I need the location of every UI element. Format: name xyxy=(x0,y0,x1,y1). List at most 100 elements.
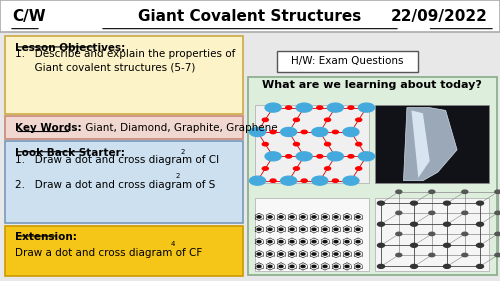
Circle shape xyxy=(396,190,402,194)
Circle shape xyxy=(301,216,305,218)
Circle shape xyxy=(280,128,296,137)
Circle shape xyxy=(257,253,261,255)
Circle shape xyxy=(332,179,338,182)
Circle shape xyxy=(279,241,283,243)
FancyBboxPatch shape xyxy=(5,141,242,223)
Text: Extension:: Extension: xyxy=(15,232,77,242)
Circle shape xyxy=(378,222,384,226)
Circle shape xyxy=(429,232,435,235)
Circle shape xyxy=(444,264,450,268)
FancyBboxPatch shape xyxy=(375,105,489,183)
Circle shape xyxy=(268,253,272,255)
Circle shape xyxy=(462,190,468,194)
Circle shape xyxy=(296,103,312,112)
Circle shape xyxy=(429,190,435,194)
Text: C/W: C/W xyxy=(12,9,46,24)
Circle shape xyxy=(444,243,450,247)
Circle shape xyxy=(286,155,292,158)
Circle shape xyxy=(356,167,362,170)
Circle shape xyxy=(348,106,354,109)
Circle shape xyxy=(286,106,292,109)
Circle shape xyxy=(410,243,418,247)
Circle shape xyxy=(268,228,272,230)
Circle shape xyxy=(396,232,402,235)
Circle shape xyxy=(290,228,294,230)
FancyBboxPatch shape xyxy=(5,116,242,139)
Circle shape xyxy=(476,201,484,205)
Circle shape xyxy=(334,253,338,255)
Circle shape xyxy=(345,265,349,268)
Text: 22/09/2022: 22/09/2022 xyxy=(390,9,488,24)
Circle shape xyxy=(270,130,276,134)
Circle shape xyxy=(312,228,316,230)
Circle shape xyxy=(317,155,323,158)
Circle shape xyxy=(356,118,362,121)
Circle shape xyxy=(356,142,362,146)
Text: Giant covalent structures (5-7): Giant covalent structures (5-7) xyxy=(15,62,196,72)
Circle shape xyxy=(334,241,338,243)
Text: Look Back Starter:: Look Back Starter: xyxy=(15,148,125,158)
Circle shape xyxy=(294,167,300,170)
Circle shape xyxy=(250,128,266,137)
Circle shape xyxy=(323,216,327,218)
Circle shape xyxy=(345,228,349,230)
Circle shape xyxy=(462,253,468,257)
Text: 2.   Draw a dot and cross diagram of S: 2. Draw a dot and cross diagram of S xyxy=(15,180,216,190)
Circle shape xyxy=(312,216,316,218)
Circle shape xyxy=(476,243,484,247)
Circle shape xyxy=(334,216,338,218)
Circle shape xyxy=(332,130,338,134)
Circle shape xyxy=(410,201,418,205)
Text: H/W: Exam Questions: H/W: Exam Questions xyxy=(291,56,404,66)
FancyBboxPatch shape xyxy=(278,51,418,72)
Circle shape xyxy=(356,228,360,230)
Circle shape xyxy=(476,264,484,268)
Circle shape xyxy=(343,176,359,185)
Circle shape xyxy=(328,103,344,112)
FancyBboxPatch shape xyxy=(248,77,496,275)
Circle shape xyxy=(250,176,266,185)
Circle shape xyxy=(345,216,349,218)
Circle shape xyxy=(378,243,384,247)
Text: 2: 2 xyxy=(181,149,186,155)
Circle shape xyxy=(268,265,272,268)
Circle shape xyxy=(280,176,296,185)
Circle shape xyxy=(257,241,261,243)
Circle shape xyxy=(268,216,272,218)
Circle shape xyxy=(334,265,338,268)
Circle shape xyxy=(495,232,500,235)
Text: 1.   Draw a dot and cross diagram of Cl: 1. Draw a dot and cross diagram of Cl xyxy=(15,155,219,166)
Circle shape xyxy=(317,106,323,109)
Circle shape xyxy=(312,241,316,243)
Circle shape xyxy=(356,241,360,243)
Circle shape xyxy=(290,265,294,268)
Circle shape xyxy=(301,179,307,182)
Circle shape xyxy=(301,228,305,230)
Circle shape xyxy=(358,152,374,161)
Circle shape xyxy=(324,118,330,121)
Text: 1.   Describe and explain the properties of: 1. Describe and explain the properties o… xyxy=(15,49,235,59)
Text: What are we learning about today?: What are we learning about today? xyxy=(262,80,482,90)
Circle shape xyxy=(378,201,384,205)
Circle shape xyxy=(323,228,327,230)
Circle shape xyxy=(462,232,468,235)
Circle shape xyxy=(345,241,349,243)
Circle shape xyxy=(270,179,276,182)
FancyBboxPatch shape xyxy=(0,0,500,32)
Circle shape xyxy=(296,152,312,161)
Circle shape xyxy=(356,265,360,268)
Circle shape xyxy=(410,222,418,226)
FancyBboxPatch shape xyxy=(255,198,369,271)
Circle shape xyxy=(312,128,328,137)
Circle shape xyxy=(324,167,330,170)
Circle shape xyxy=(495,211,500,215)
Circle shape xyxy=(262,118,268,121)
Circle shape xyxy=(257,265,261,268)
Circle shape xyxy=(301,253,305,255)
Circle shape xyxy=(265,103,281,112)
Circle shape xyxy=(324,142,330,146)
Circle shape xyxy=(279,253,283,255)
Circle shape xyxy=(257,216,261,218)
FancyBboxPatch shape xyxy=(375,198,489,271)
Text: Giant, Diamond, Graphite, Graphene: Giant, Diamond, Graphite, Graphene xyxy=(82,123,277,133)
